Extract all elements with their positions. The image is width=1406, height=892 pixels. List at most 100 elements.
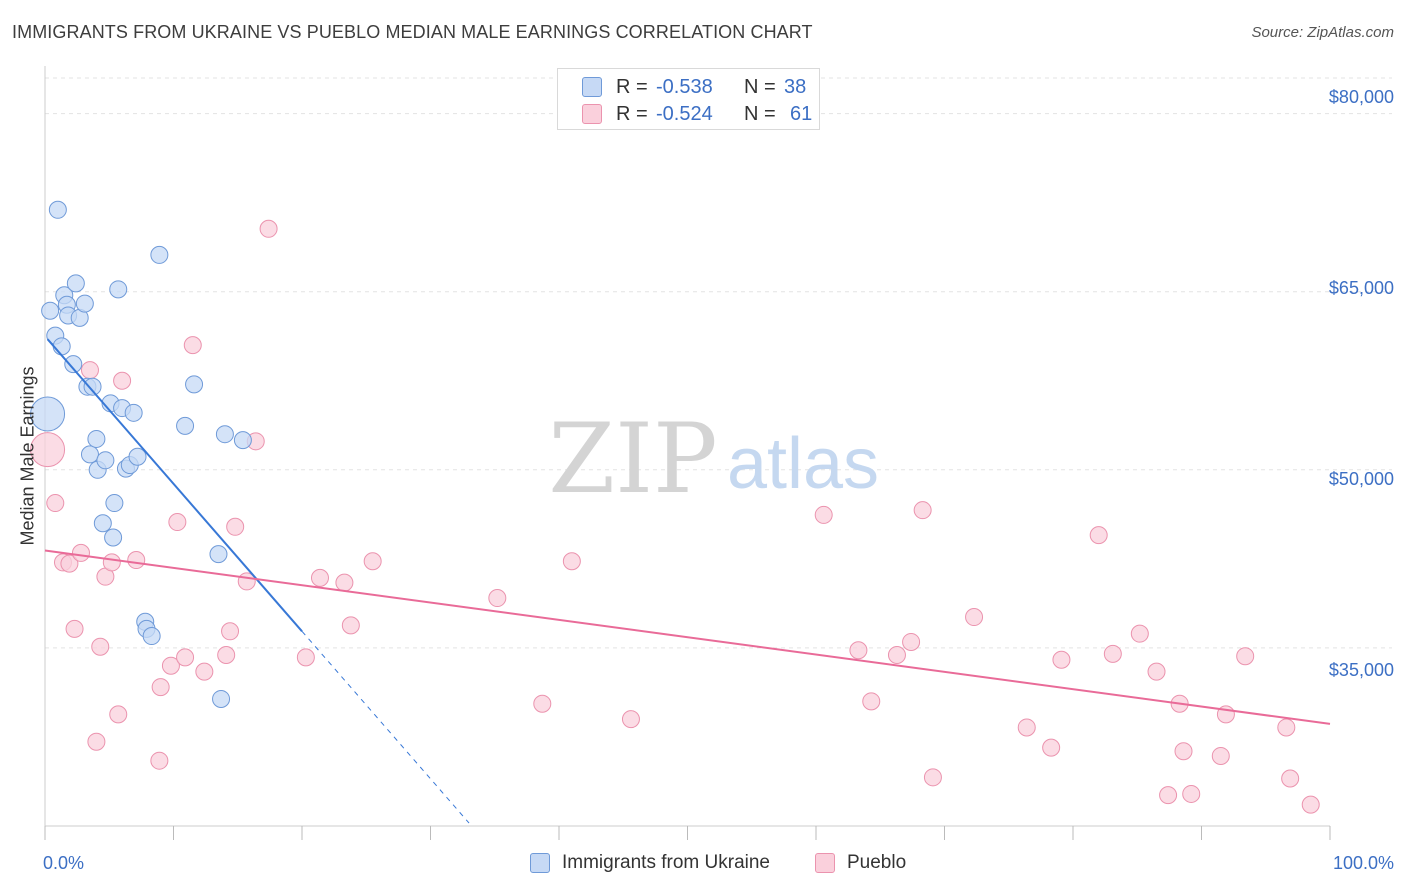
ukraine-series [30, 200, 252, 708]
pueblo-point [363, 552, 382, 571]
pueblo-point [488, 589, 507, 608]
pueblo-point [1147, 662, 1166, 681]
pueblo-point [296, 648, 315, 667]
pueblo-point [341, 616, 360, 635]
grid-layer [45, 77, 1392, 649]
x-tick-label-max: 100.0% [1332, 853, 1394, 873]
pueblo-point [259, 219, 278, 238]
pueblo-point [71, 543, 90, 562]
pueblo-point [887, 646, 906, 665]
pueblo-point [1281, 769, 1300, 788]
y-axis-title: Median Male Earnings [17, 366, 38, 546]
r-label: R = [616, 75, 648, 98]
r-value: -0.524 [656, 102, 713, 125]
pueblo-point [87, 732, 106, 751]
pueblo-point [65, 619, 84, 638]
ukraine-point [66, 274, 85, 293]
ukraine-point [52, 337, 71, 356]
pueblo-point [1017, 718, 1036, 737]
ukraine-point [75, 294, 94, 313]
pueblo-point [1236, 647, 1255, 666]
pueblo-point [113, 371, 132, 390]
pueblo-point [1211, 746, 1230, 765]
pueblo-point [862, 692, 881, 711]
r-value: -0.538 [656, 75, 713, 98]
pueblo-point [814, 505, 833, 524]
pueblo-point [1052, 650, 1071, 669]
pueblo-swatch [582, 104, 602, 124]
ukraine-point [142, 627, 161, 646]
ukraine-point [96, 451, 115, 470]
pueblo-point [102, 553, 121, 572]
pueblo-point [168, 513, 187, 532]
ukraine-point [150, 245, 169, 264]
x-tick-label-min: 0.0% [43, 853, 85, 873]
pueblo-point [217, 646, 236, 665]
legend-label: Immigrants from Ukraine [562, 852, 770, 873]
ukraine-trendline [46, 338, 303, 632]
watermark-atlas: atlas [727, 424, 879, 504]
ukraine-point [215, 425, 234, 444]
ukraine-point [30, 396, 66, 432]
ukraine-point [93, 514, 112, 533]
y-tick-label: $80,000 [1328, 87, 1394, 107]
pueblo-point [60, 554, 79, 573]
pueblo-trendline [44, 549, 1331, 725]
n-label: N = [744, 102, 776, 125]
stats-legend: R = -0.538 N = 38 R = -0.524 N = 61 [557, 68, 820, 130]
ukraine-point [176, 416, 195, 435]
ukraine-point [87, 429, 106, 448]
pueblo-point [1182, 784, 1201, 803]
y-tick-label: $35,000 [1328, 660, 1394, 680]
r-label: R = [616, 102, 648, 125]
n-value: 61 [790, 102, 813, 125]
ukraine-point [48, 200, 67, 219]
pueblo-point [151, 678, 170, 697]
ukraine-point [185, 375, 204, 394]
chart-title: IMMIGRANTS FROM UKRAINE VS PUEBLO MEDIAN… [12, 22, 813, 42]
trend-layer [44, 338, 1331, 824]
pueblo-point [127, 551, 146, 570]
ukraine-point [124, 403, 143, 422]
pueblo-point [533, 694, 552, 713]
pueblo-point [1042, 738, 1061, 757]
n-value: 38 [784, 75, 807, 98]
pueblo-point [150, 751, 169, 770]
pueblo-point [195, 662, 214, 681]
pueblo-point [183, 336, 202, 355]
pueblo-point [1159, 786, 1178, 805]
ukraine-point [128, 447, 147, 466]
ukraine-point [104, 528, 123, 547]
ukraine-swatch [582, 77, 602, 97]
pueblo-point [902, 632, 921, 651]
ukraine-point [83, 377, 102, 396]
pueblo-point [226, 517, 245, 536]
pueblo-point [849, 641, 868, 660]
ukraine-point [209, 545, 228, 564]
pueblo-point [221, 622, 240, 641]
pueblo-point [1174, 742, 1193, 761]
pueblo-point [1130, 624, 1149, 643]
pueblo-point [310, 568, 329, 587]
ukraine-point [233, 431, 252, 450]
y-tick-label: $50,000 [1328, 469, 1394, 489]
pueblo-point [80, 361, 99, 380]
pueblo-point [176, 648, 195, 667]
pueblo-point [30, 432, 66, 468]
pueblo-point [1301, 795, 1320, 814]
pueblo-point [1103, 644, 1122, 663]
source-label: Source: ZipAtlas.com [1251, 24, 1394, 41]
n-label: N = [744, 75, 776, 98]
y-tick-label: $65,000 [1328, 278, 1394, 298]
legend-label: Pueblo [847, 852, 907, 873]
ukraine-point [105, 494, 124, 513]
pueblo-swatch [815, 853, 835, 873]
ukraine-point [80, 445, 99, 464]
pueblo-point [965, 608, 984, 627]
ukraine-swatch [530, 853, 550, 873]
pueblo-point [109, 705, 128, 724]
pueblo-point [161, 656, 180, 675]
pueblo-point [335, 573, 354, 592]
watermark: ZIP atlas [548, 403, 879, 515]
